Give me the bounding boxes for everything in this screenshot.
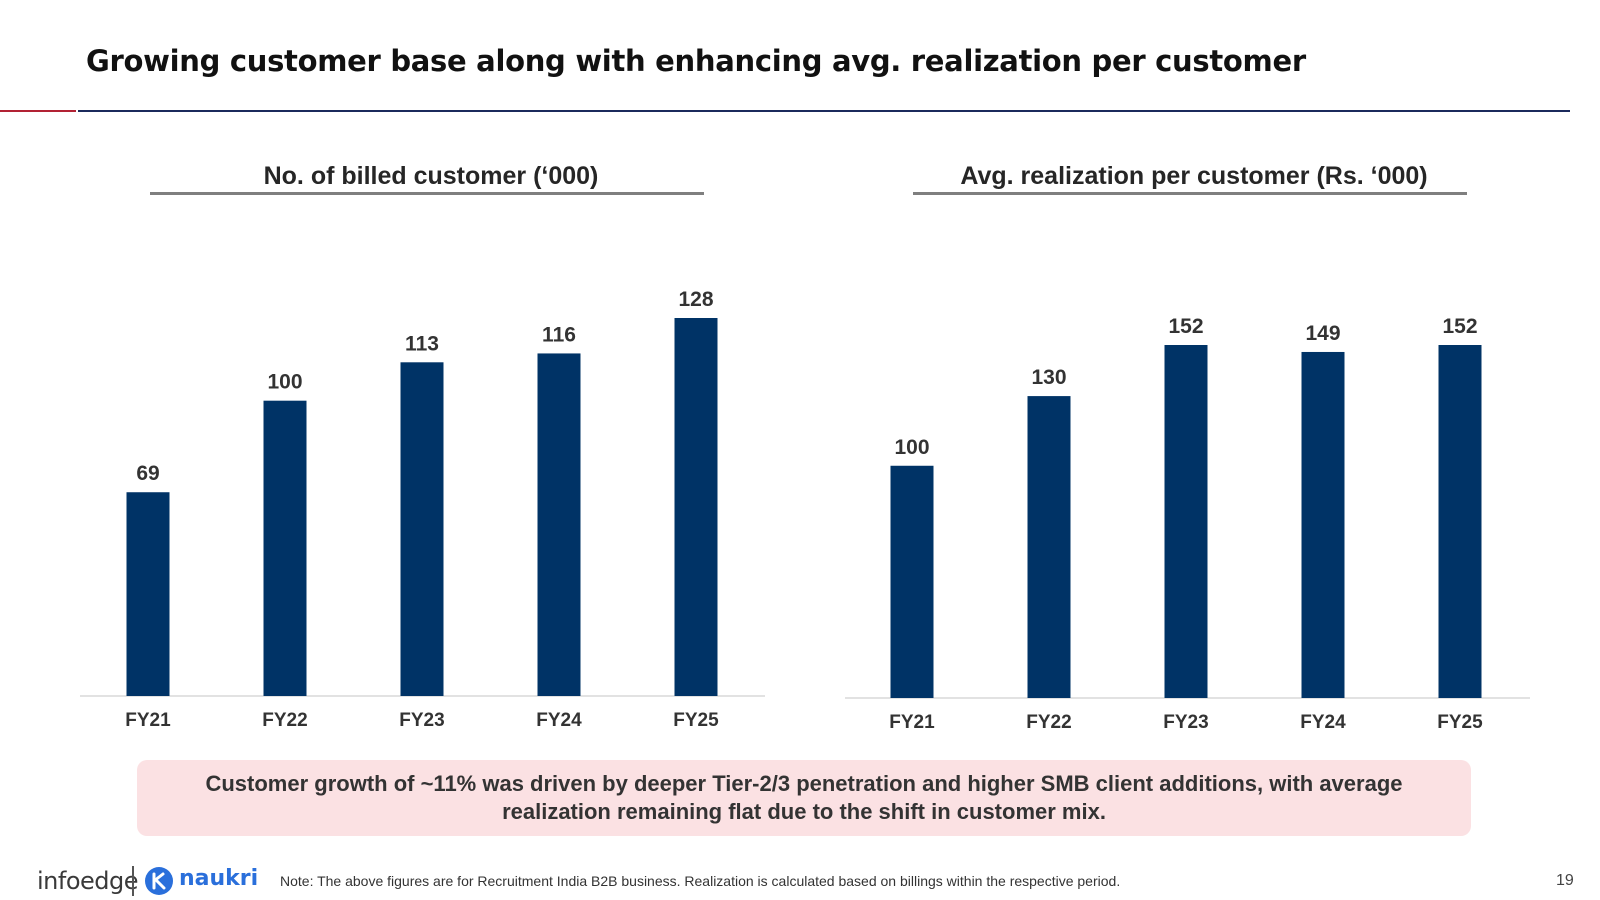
chart-2-data-label: 152 <box>1168 315 1203 338</box>
chart-1-bar-fy23 <box>400 362 444 696</box>
chart-1-data-label: 128 <box>678 288 713 311</box>
chart-1-data-label: 100 <box>267 371 302 394</box>
logo-divider <box>132 866 134 896</box>
chart-1-bar-fy25 <box>674 318 718 696</box>
chart-1-tick-label: FY23 <box>399 710 444 731</box>
footnote: Note: The above figures are for Recruitm… <box>280 873 1121 889</box>
infoedge-logo: infoedge <box>37 867 139 895</box>
chart-1-tick-label: FY22 <box>262 710 307 731</box>
chart-2-data-label: 100 <box>894 436 929 459</box>
chart-1-title: No. of billed customer (‘000) <box>263 162 599 190</box>
chart-1-data-label: 69 <box>136 462 159 485</box>
chart-2-bar-fy23 <box>1164 345 1208 698</box>
chart-1-tick-label: FY21 <box>125 710 171 731</box>
chart-2-tick-label: FY25 <box>1437 712 1483 733</box>
chart-2-data-label: 152 <box>1442 315 1477 338</box>
chart-2-tick-label: FY21 <box>889 712 935 733</box>
chart-1-data-label: 116 <box>542 323 576 346</box>
naukri-logo-icon <box>145 867 173 895</box>
chart-2-tick-label: FY22 <box>1026 712 1071 733</box>
chart-2-tick-label: FY23 <box>1163 712 1208 733</box>
chart-1-tick-label: FY24 <box>536 710 582 731</box>
chart-1-bar-fy22 <box>263 400 307 696</box>
chart-2-data-label: 130 <box>1031 366 1066 389</box>
chart-1-bar-fy24 <box>537 353 581 696</box>
chart-2-bar-fy21 <box>890 465 934 698</box>
chart-2-bar-fy24 <box>1301 351 1345 698</box>
chart-2-data-label: 149 <box>1305 322 1340 345</box>
chart-2-title-underline <box>913 192 1467 195</box>
slide-title: Growing customer base along with enhanci… <box>86 44 1306 78</box>
chart-1-bar-fy21 <box>126 492 170 696</box>
chart-2-title: Avg. realization per customer (Rs. ‘000) <box>960 162 1428 190</box>
chart-2-tick-label: FY24 <box>1300 712 1346 733</box>
page-number: 19 <box>1556 872 1574 889</box>
callout-text: Customer growth of ~11% was driven by de… <box>205 771 1403 824</box>
title-rule-red <box>0 110 76 112</box>
chart-1-title-underline <box>150 192 704 195</box>
chart-1-data-label: 113 <box>405 332 439 355</box>
chart-2-bar-fy22 <box>1027 396 1071 698</box>
naukri-logo: naukri <box>179 866 259 891</box>
chart-1-tick-label: FY25 <box>673 710 719 731</box>
callout-box: Customer growth of ~11% was driven by de… <box>137 760 1471 836</box>
title-rule-navy <box>78 110 1570 112</box>
chart-2-bar-fy25 <box>1438 345 1482 698</box>
